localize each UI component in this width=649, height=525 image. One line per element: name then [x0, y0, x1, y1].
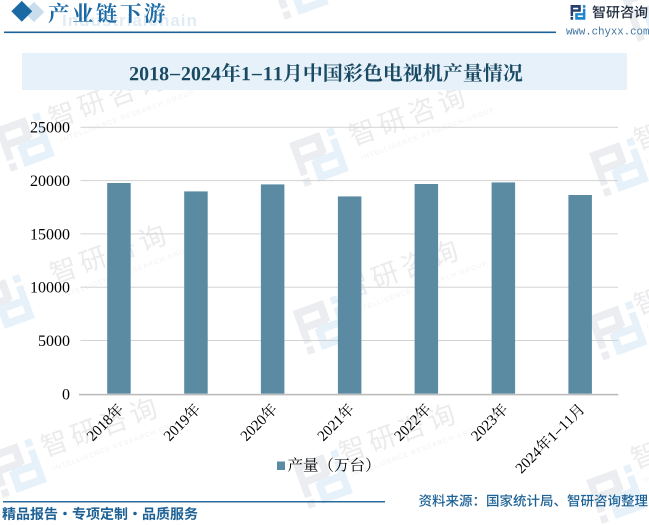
svg-text:www.chyxx.com: www.chyxx.com — [566, 27, 649, 39]
svg-text:5000: 5000 — [38, 333, 70, 350]
svg-text:0: 0 — [62, 387, 70, 404]
svg-text:10000: 10000 — [30, 280, 70, 297]
svg-text:15000: 15000 — [30, 226, 70, 243]
svg-text:20000: 20000 — [30, 173, 70, 190]
svg-text:25000: 25000 — [30, 120, 70, 137]
